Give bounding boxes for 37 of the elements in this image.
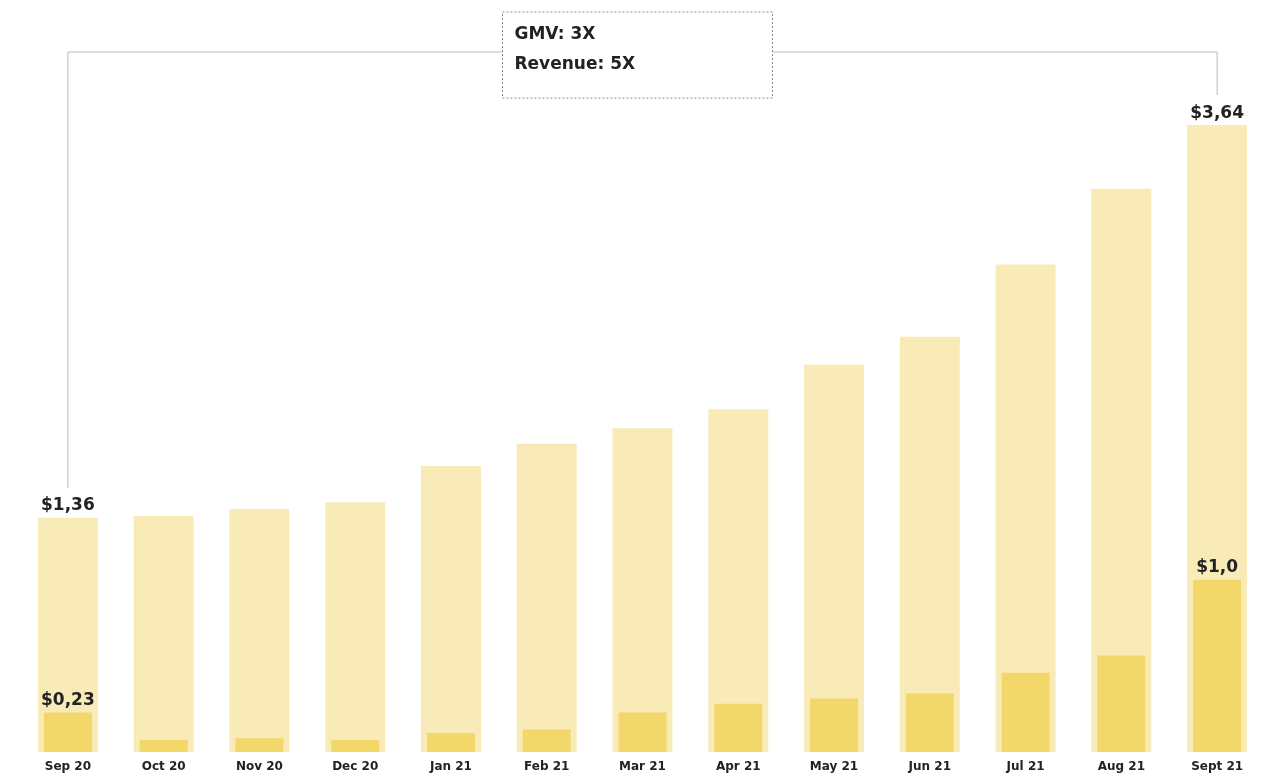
x-tick-label: May 21 [809, 759, 859, 773]
bar [714, 703, 763, 752]
x-tick-label: Jul 21 [1005, 759, 1045, 773]
bar [133, 516, 194, 752]
x-tick-label: Sep 20 [44, 759, 92, 773]
bar [139, 739, 188, 752]
data-label: $0,23 [40, 688, 95, 709]
bar [43, 712, 92, 752]
bar [522, 729, 571, 752]
bar [325, 502, 386, 752]
data-label: $1,36 [40, 494, 95, 515]
bar [331, 739, 380, 752]
bar [420, 466, 481, 752]
x-tick-label: Oct 20 [141, 759, 186, 773]
x-tick-label: Sept 21 [1191, 759, 1244, 773]
bar [905, 693, 954, 752]
x-tick-label: Jan 21 [428, 759, 472, 773]
bar [618, 712, 667, 752]
bar [810, 698, 859, 752]
text: Revenue: 5X [514, 52, 636, 73]
x-tick-label: Jun 21 [907, 759, 952, 773]
data-label: $1,0 [1196, 556, 1239, 577]
x-tick-label: Aug 21 [1097, 759, 1145, 773]
bar [1097, 655, 1146, 752]
bar [426, 733, 475, 752]
text: GMV: 3X [514, 22, 596, 43]
bar [1193, 579, 1242, 752]
x-tick-label: Apr 21 [715, 759, 761, 773]
bar [229, 509, 290, 752]
x-tick-label: Mar 21 [619, 759, 666, 773]
data-label: $3,64 [1190, 101, 1245, 122]
bar [516, 443, 577, 752]
x-tick-label: Feb 21 [524, 759, 570, 773]
bar [235, 738, 284, 752]
bar [1001, 672, 1050, 752]
x-tick-label: Nov 20 [235, 759, 283, 773]
x-tick-label: Dec 20 [332, 759, 379, 773]
